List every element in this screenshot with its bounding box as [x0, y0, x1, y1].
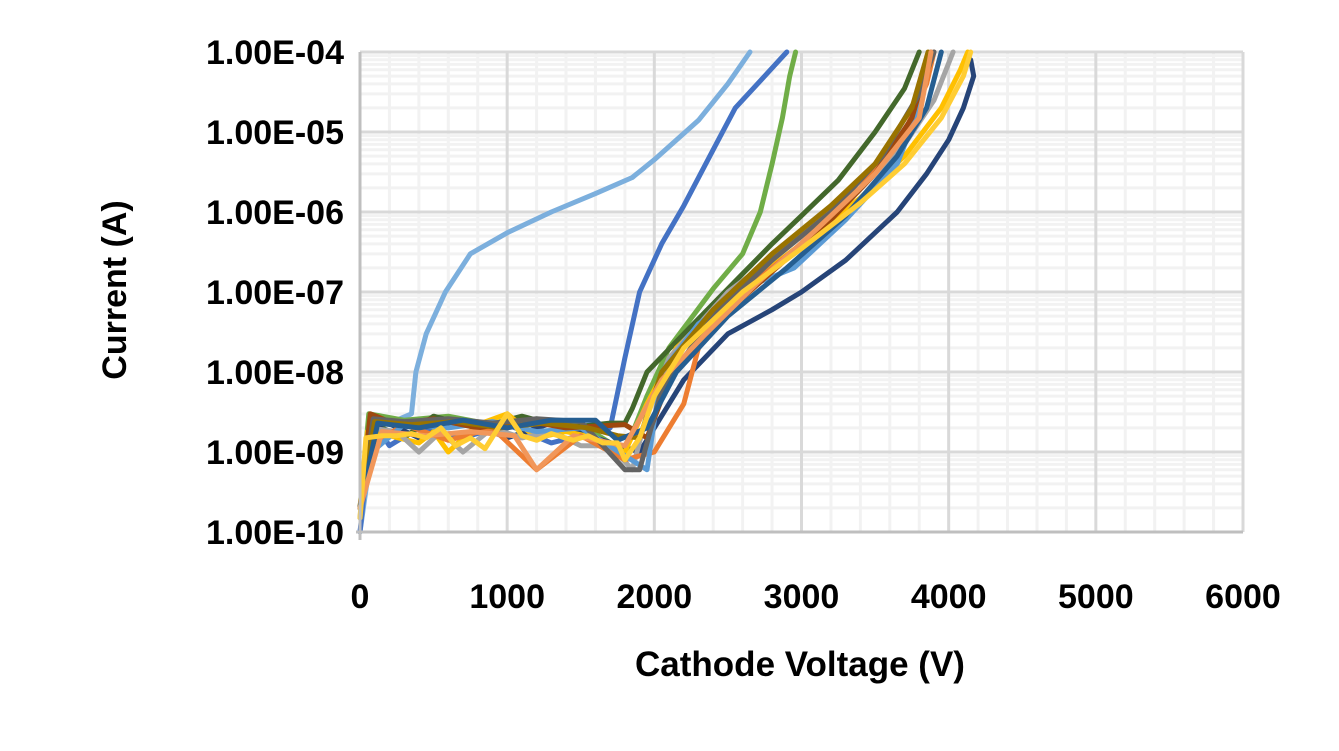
- y-tick-label: 1.00E-06: [206, 194, 344, 232]
- x-tick-label: 6000: [1205, 578, 1281, 616]
- y-tick-labels: 1.00E-10 1.00E-09 1.00E-08 1.00E-07 1.00E-06…: [206, 34, 344, 552]
- series-line-15: [357, 49, 974, 521]
- series-line-1: [357, 49, 753, 535]
- y-tick-label: 1.00E-08: [206, 354, 344, 392]
- x-tick-label: 0: [351, 578, 370, 616]
- x-tick-label: 2000: [617, 578, 693, 616]
- series-line-4: [357, 49, 922, 511]
- x-tick-label: 5000: [1058, 578, 1134, 616]
- y-tick-label: 1.00E-10: [206, 514, 344, 552]
- axes: [356, 52, 1243, 540]
- y-axis-title: Current (A): [96, 200, 134, 379]
- y-tick-label: 1.00E-05: [206, 114, 344, 152]
- y-tick-label: 1.00E-04: [206, 34, 344, 72]
- x-tick-label: 4000: [911, 578, 987, 616]
- series-line-14: [357, 49, 934, 511]
- series-group: [357, 49, 977, 535]
- x-tick-labels: 0 1000 2000 3000 4000 5000 6000: [351, 578, 1281, 616]
- y-tick-label: 1.00E-09: [206, 434, 344, 472]
- x-tick-label: 1000: [469, 578, 545, 616]
- x-tick-label: 3000: [764, 578, 840, 616]
- x-axis-title: Cathode Voltage (V): [635, 645, 965, 684]
- y-tick-label: 1.00E-07: [206, 274, 344, 312]
